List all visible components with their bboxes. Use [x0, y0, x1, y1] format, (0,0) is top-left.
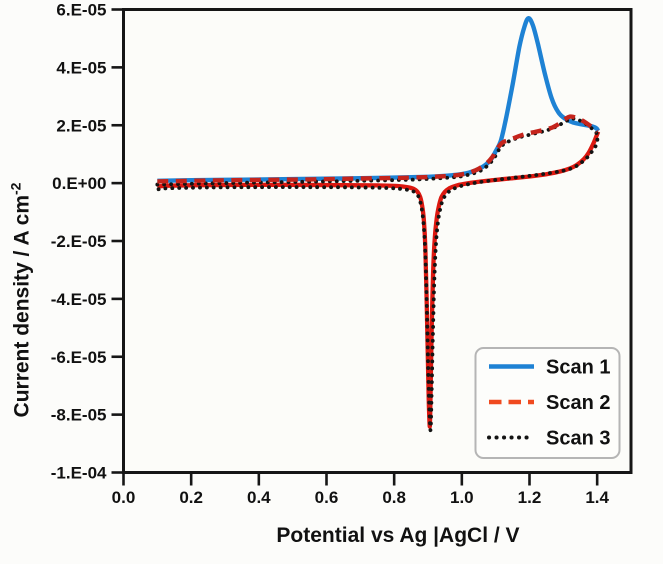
- x-axis-tick-label: 0.0: [112, 488, 136, 507]
- x-axis-tick-label: 0.2: [179, 488, 203, 507]
- legend-label-scan-2: Scan 2: [546, 392, 610, 414]
- y-axis-tick-label: -4.E-05: [51, 290, 107, 309]
- y-axis-tick-label: 2.E-05: [56, 116, 106, 135]
- y-axis-tick-label: -1.E-04: [51, 464, 107, 483]
- y-axis-tick-label: 6.E-05: [56, 1, 106, 20]
- x-axis-tick-label: 0.6: [315, 488, 339, 507]
- axis-ticks: 0.0 0.2 0.4 0.6 0.8 1.0 1.2 1.4 6.E-05 4.E-05 2.E-…: [51, 1, 610, 508]
- legend-label-scan-3: Scan 3: [546, 428, 610, 450]
- y-axis-title-base: Current density / A cm: [10, 194, 34, 418]
- y-axis-tick-label: -6.E-05: [51, 348, 107, 367]
- legend-box: [474, 347, 621, 459]
- y-axis-tick-label: 0.E+00: [52, 174, 106, 193]
- y-axis-tick-label: 4.E-05: [56, 58, 106, 77]
- y-axis-tick-label: -2.E-05: [51, 232, 107, 251]
- curve-scan-2: [157, 114, 599, 184]
- legend: Scan 1 Scan 2 Scan 3: [474, 347, 621, 459]
- series-curves: [155, 16, 601, 433]
- x-axis-tick-label: 1.4: [585, 488, 609, 507]
- x-axis-tick-label: 1.0: [450, 488, 474, 507]
- y-axis-title: Current density / A cm-2: [8, 183, 35, 418]
- y-axis-tick-label: -8.E-05: [51, 406, 107, 425]
- legend-label-scan-1: Scan 1: [546, 357, 610, 379]
- curve-scan-3: [155, 116, 600, 433]
- x-axis-title: Potential vs Ag |AgCl / V: [276, 524, 520, 547]
- x-axis-tick-label: 0.8: [382, 488, 406, 507]
- y-axis-title-superscript: -2: [7, 182, 24, 195]
- x-axis-tick-label: 1.2: [518, 488, 542, 507]
- x-axis-tick-label: 0.4: [247, 488, 271, 507]
